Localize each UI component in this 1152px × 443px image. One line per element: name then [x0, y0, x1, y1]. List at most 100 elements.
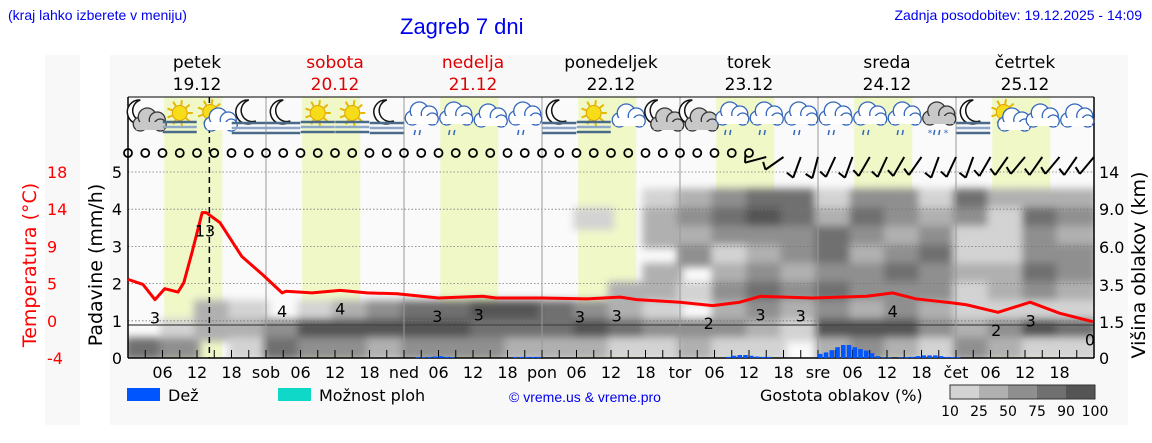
cloud-cell — [780, 300, 821, 323]
wind-barb-icon — [887, 156, 906, 177]
day-name-5: sreda — [863, 53, 910, 73]
wind-calm-icon — [174, 148, 185, 158]
cloud-base — [925, 116, 954, 124]
precip-bar — [450, 357, 455, 358]
cloud-cell — [953, 337, 994, 358]
cloud-cell — [918, 207, 959, 230]
x-tick-label: pon — [527, 363, 557, 382]
x-tick-label: 12 — [325, 363, 345, 382]
sun-disc — [344, 105, 361, 121]
cloud-base — [688, 122, 717, 130]
rain-legend-swatch — [127, 388, 160, 401]
precip-bar — [841, 344, 846, 358]
wind-feather — [958, 171, 967, 179]
cloud-cell — [332, 300, 373, 323]
wind-feather — [973, 169, 981, 177]
precip-bar — [950, 357, 955, 358]
temperature-label: 3 — [575, 308, 585, 327]
temp-tick-label: 9 — [47, 237, 57, 256]
cloud-cell — [539, 337, 580, 358]
cloud-cell — [608, 300, 649, 323]
cloud-base — [891, 116, 920, 124]
sun-ray — [197, 106, 204, 111]
cloud-cell — [987, 244, 1028, 267]
temp-tick-label: 18 — [47, 163, 67, 182]
cloud-rain-icon — [887, 101, 922, 136]
sun-ray — [180, 100, 183, 106]
location-hint-link[interactable]: (kraj lahko izberete v meniju) — [8, 7, 187, 23]
rain-drop — [517, 129, 520, 136]
cloud-scale-label: 75 — [1028, 404, 1046, 420]
x-tick-label: sob — [252, 363, 280, 382]
precip-tick-label: 3 — [112, 237, 122, 256]
sun-ray — [581, 107, 587, 112]
temp-tick-label: -4 — [47, 349, 63, 368]
precip-bar — [904, 357, 909, 358]
cloud-cell — [435, 300, 476, 323]
precip-tick-label: 2 — [112, 275, 122, 294]
sun-ray — [594, 100, 597, 106]
precip-bar — [524, 356, 530, 358]
cloud-cell — [366, 300, 407, 323]
rain-drop — [522, 129, 525, 136]
wind-calm-icon — [588, 148, 599, 158]
sun-fog-icon — [335, 100, 370, 134]
rain-legend-label: Dež — [168, 386, 199, 405]
precip-bar — [898, 357, 904, 358]
cloud-cell — [677, 244, 718, 267]
x-tick-label: 12 — [877, 363, 897, 382]
precip-bar — [536, 356, 541, 358]
wind-calm-icon — [381, 148, 392, 158]
cloud-cell — [1022, 244, 1063, 267]
precip-bar — [933, 355, 938, 358]
wind-calm-icon — [554, 148, 565, 158]
wind-feather — [786, 171, 794, 179]
sun-cloud-icon — [197, 99, 238, 132]
cloud-cell — [953, 188, 994, 212]
cloud-cell — [401, 300, 442, 323]
x-tick-label: 06 — [566, 363, 586, 382]
wind-shaft — [930, 156, 940, 179]
snow-flake: * — [928, 129, 933, 139]
cloud-cell — [987, 263, 1028, 286]
cloud-icon — [1025, 103, 1060, 128]
sun-ray — [318, 100, 321, 106]
rain-drop — [724, 129, 727, 136]
wind-calm-icon — [450, 148, 461, 158]
wind-calm-icon — [278, 148, 289, 158]
cloud-base — [1000, 122, 1029, 130]
cloud-scale-swatch — [979, 385, 1008, 399]
cloud-cell — [401, 337, 442, 358]
wind-shaft — [945, 156, 957, 178]
day-date-0: 19.12 — [173, 75, 222, 95]
moon-fog-icon — [369, 99, 404, 135]
moon-fog-icon — [231, 99, 266, 135]
precip-bar — [921, 355, 927, 358]
cloud-cell — [711, 225, 752, 249]
wind-barb-icon — [989, 156, 1009, 176]
precip-bar — [438, 356, 444, 358]
cloud-base — [615, 118, 644, 126]
cloud-cell — [987, 225, 1028, 249]
cloud-cell — [1056, 244, 1094, 267]
cloud-cell — [539, 300, 580, 323]
precip-bar — [956, 357, 961, 358]
wind-calm-icon — [485, 148, 496, 158]
cloud-cell — [918, 300, 959, 323]
temperature-label: 13 — [195, 222, 215, 241]
cloud-cell — [297, 337, 338, 358]
wind-calm-icon — [468, 148, 478, 158]
cloud-scale-swatch — [1066, 385, 1095, 399]
wind-feather — [1005, 166, 1012, 175]
wind-feather — [838, 171, 846, 179]
wind-calm-icon — [123, 148, 133, 158]
cloud-cell — [746, 207, 787, 230]
wind-barb-icon — [1024, 156, 1044, 176]
cloud-cell — [1056, 188, 1094, 212]
wind-feather — [1040, 166, 1047, 175]
cloud-base — [653, 122, 682, 130]
wind-feather — [903, 168, 910, 176]
temperature-line — [127, 211, 1094, 324]
wind-calm-icon — [502, 148, 513, 158]
precip-bar — [835, 347, 840, 358]
